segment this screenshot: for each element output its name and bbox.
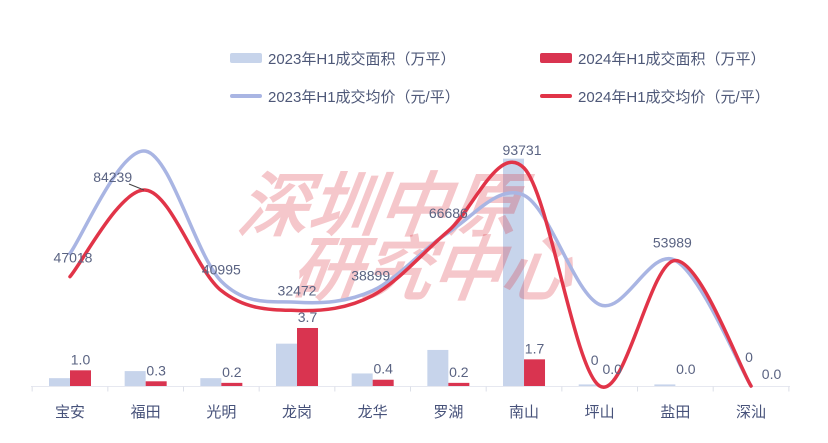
legend-item-area-2023[interactable]: 2023年H1成交面积（万平） xyxy=(230,50,456,68)
legend-line-swatch-2023-price xyxy=(230,94,262,98)
price-value-label-南山: 93731 xyxy=(503,142,542,158)
bar-value-label-福田: 0.3 xyxy=(146,362,166,378)
legend-line-swatch-2024-price xyxy=(540,94,572,98)
bar-value-label-南山: 1.7 xyxy=(525,340,545,356)
legend-label-price-2024: 2024年H1成交均价（元/平） xyxy=(578,88,770,106)
bar-value-label-坪山: 0.0 xyxy=(602,361,622,377)
bar-value-label-龙岗: 3.7 xyxy=(298,309,318,325)
bar-2023-福田 xyxy=(124,371,146,386)
x-axis-label-坪山: 坪山 xyxy=(585,404,615,421)
legend-bar-swatch-2024-area xyxy=(540,53,572,63)
bar-2024-罗湖 xyxy=(448,382,470,386)
bar-value-label-盐田: 0.0 xyxy=(676,361,696,377)
bar-2023-坪山 xyxy=(578,384,600,386)
x-axis-label-深汕: 深汕 xyxy=(736,404,766,421)
legend-item-area-2024[interactable]: 2024年H1成交面积（万平） xyxy=(540,50,766,68)
price-value-label-福田: 84239 xyxy=(93,169,132,185)
price-value-label-深汕: 0 xyxy=(745,349,753,365)
price-line-2024 xyxy=(68,160,753,389)
bar-value-label-宝安: 1.0 xyxy=(71,351,91,367)
bar-2023-宝安 xyxy=(49,378,70,386)
bar-2023-龙岗 xyxy=(276,343,298,386)
bar-2024-光明 xyxy=(221,382,243,386)
price-value-label-光明: 40995 xyxy=(202,262,241,278)
bar-value-label-罗湖: 0.2 xyxy=(449,364,469,380)
legend-label-price-2023: 2023年H1成交均价（元/平） xyxy=(268,88,460,106)
legend-item-price-2024[interactable]: 2024年H1成交均价（元/平） xyxy=(540,88,770,106)
x-axis-label-罗湖: 罗湖 xyxy=(433,404,463,421)
bar-2023-光明 xyxy=(200,378,222,386)
price-value-label-坪山: 0 xyxy=(591,352,599,368)
bar-2023-盐田 xyxy=(654,384,676,386)
price-value-label-龙岗: 32472 xyxy=(278,282,317,298)
price-value-label-盐田: 53989 xyxy=(653,234,692,250)
bar-2023-南山 xyxy=(503,158,525,386)
legend-label-area-2024: 2024年H1成交面积（万平） xyxy=(578,50,766,68)
price-value-label-罗湖: 66686 xyxy=(429,205,468,221)
price-value-label-龙华: 38899 xyxy=(351,268,390,284)
x-axis-label-龙岗: 龙岗 xyxy=(282,404,312,421)
bar-value-label-光明: 0.2 xyxy=(222,364,242,380)
bar-2024-宝安 xyxy=(70,370,91,386)
bar-value-label-深汕: 0.0 xyxy=(762,366,782,382)
label-leader-line xyxy=(128,183,145,191)
price-value-label-宝安: 47018 xyxy=(54,250,93,266)
bar-2024-福田 xyxy=(145,381,167,386)
x-axis-label-宝安: 宝安 xyxy=(55,404,85,421)
x-axis-label-龙华: 龙华 xyxy=(358,404,388,421)
legend-item-price-2023[interactable]: 2023年H1成交均价（元/平） xyxy=(230,88,460,106)
legend-bar-swatch-2023-area xyxy=(230,53,262,63)
bar-2024-龙岗 xyxy=(297,327,319,386)
bar-2023-罗湖 xyxy=(427,349,449,386)
bar-value-label-龙华: 0.4 xyxy=(373,361,393,377)
x-axis-label-盐田: 盐田 xyxy=(660,404,690,421)
bar-2024-龙华 xyxy=(372,379,394,386)
bar-2024-南山 xyxy=(524,359,546,386)
x-axis-label-福田: 福田 xyxy=(131,404,161,421)
x-axis-label-南山: 南山 xyxy=(509,404,539,421)
legend-label-area-2023: 2023年H1成交面积（万平） xyxy=(268,50,456,68)
bar-2023-龙华 xyxy=(351,373,373,386)
x-axis-label-光明: 光明 xyxy=(206,404,236,421)
